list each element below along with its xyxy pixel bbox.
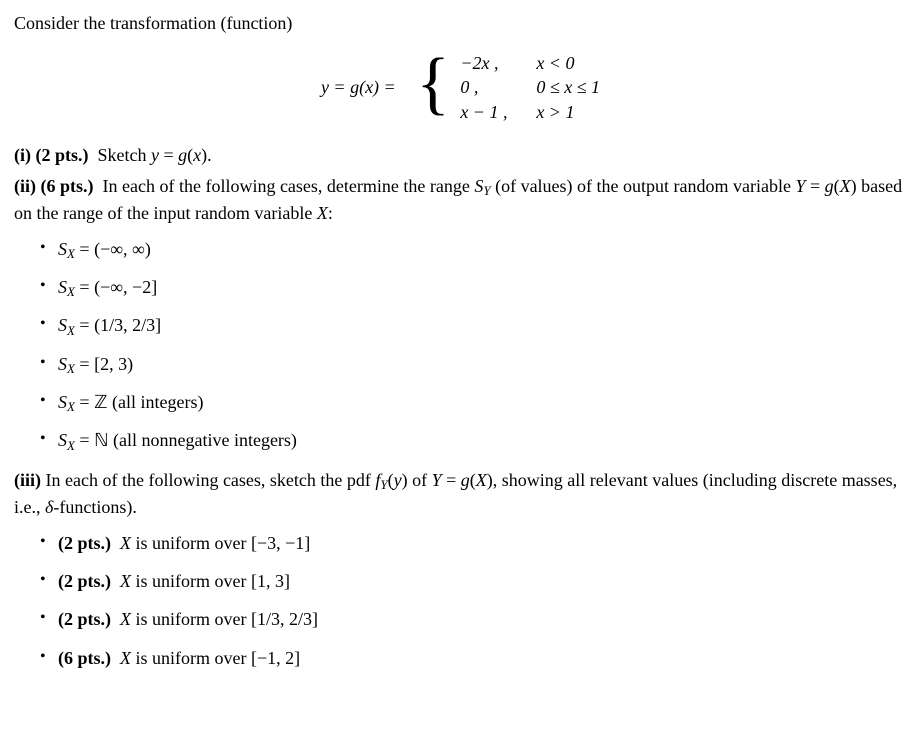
part-iii-text: In each of the following cases, sketch t… [14, 470, 897, 517]
list-item: SX = ℤ (all integers) [14, 390, 907, 414]
part-ii: (ii) (6 pts.) In each of the following c… [14, 173, 907, 227]
list-item: SX = (1/3, 2/3] [14, 313, 907, 337]
list-item: SX = ℕ (all nonnegative integers) [14, 428, 907, 452]
list-item: (2 pts.) X is uniform over [1, 3] [14, 569, 907, 593]
intro-text: Consider the transformation (function) [14, 10, 907, 37]
case-expr: x − 1 , [460, 100, 536, 124]
part-ii-list: SX = (−∞, ∞) SX = (−∞, −2] SX = (1/3, 2/… [14, 237, 907, 453]
part-iii-list: (2 pts.) X is uniform over [−3, −1] (2 p… [14, 531, 907, 670]
part-ii-label: (ii) (6 pts.) [14, 176, 94, 196]
equation-cases: −2x , x < 0 0 , 0 ≤ x ≤ 1 x − 1 , x > 1 [460, 51, 600, 124]
case-expr: 0 , [460, 75, 536, 99]
list-item: SX = (−∞, −2] [14, 275, 907, 299]
part-ii-text: In each of the following cases, determin… [14, 176, 902, 223]
case-cond: x < 0 [536, 51, 574, 75]
part-i: (i) (2 pts.) Sketch y = g(x). [14, 142, 907, 169]
left-brace-icon: { [416, 52, 450, 116]
case-cond: x > 1 [536, 100, 574, 124]
part-i-text: Sketch y = g(x). [98, 145, 212, 165]
list-item: (2 pts.) X is uniform over [−3, −1] [14, 531, 907, 555]
case-cond: 0 ≤ x ≤ 1 [536, 75, 600, 99]
part-iii-label: (iii) [14, 470, 41, 490]
piecewise-equation: y = g(x) = { −2x , x < 0 0 , 0 ≤ x ≤ 1 x… [14, 51, 907, 124]
part-iii: (iii) In each of the following cases, sk… [14, 467, 907, 521]
list-item: (2 pts.) X is uniform over [1/3, 2/3] [14, 607, 907, 631]
equation-lhs: y = g(x) = [321, 74, 396, 101]
case-expr: −2x , [460, 51, 536, 75]
part-i-label: (i) (2 pts.) [14, 145, 89, 165]
list-item: (6 pts.) X is uniform over [−1, 2] [14, 646, 907, 670]
list-item: SX = (−∞, ∞) [14, 237, 907, 261]
list-item: SX = [2, 3) [14, 352, 907, 376]
